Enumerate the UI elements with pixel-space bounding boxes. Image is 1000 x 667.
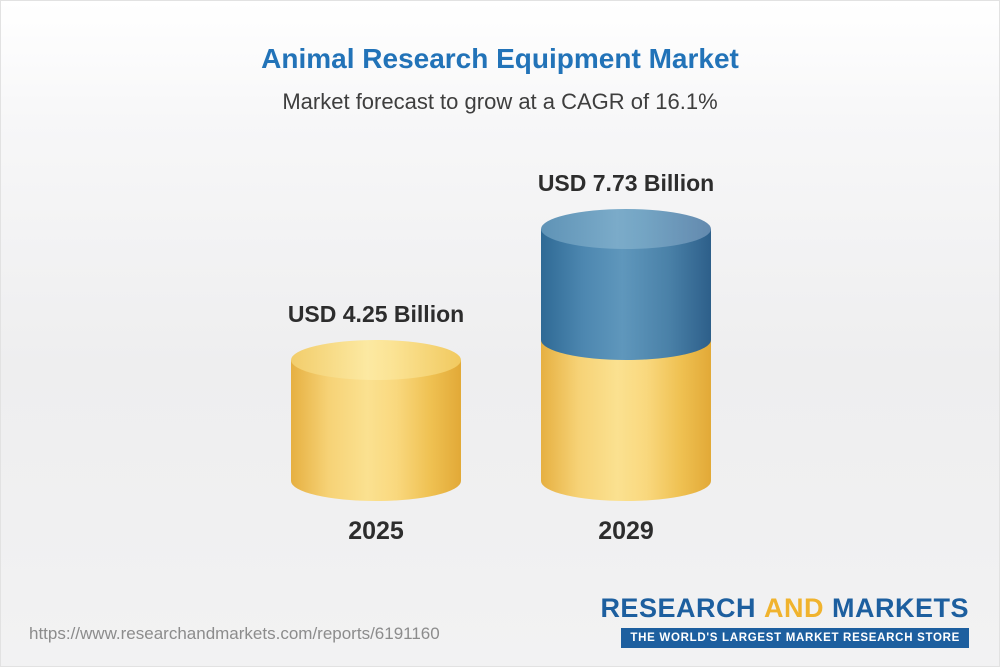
bar-2029-growth-segment <box>541 209 711 360</box>
logo-word-and: AND <box>763 593 824 623</box>
brand-logo-wordmark: RESEARCH AND MARKETS <box>600 593 969 624</box>
page-title: Animal Research Equipment Market <box>261 43 739 74</box>
bar-2029 <box>541 209 711 501</box>
bar-group-2029: USD 7.73 Billion 2029 <box>538 151 714 545</box>
value-label-2025: USD 4.25 Billion <box>287 301 465 327</box>
category-label-2029: 2029 <box>598 517 654 545</box>
brand-tagline: THE WORLD'S LARGEST MARKET RESEARCH STOR… <box>621 628 969 648</box>
bar-2025 <box>291 340 461 501</box>
value-label-2029: USD 7.73 Billion <box>537 170 715 196</box>
page-subtitle: Market forecast to grow at a CAGR of 16.… <box>282 89 718 114</box>
logo-word-research: RESEARCH <box>600 593 756 623</box>
logo-word-markets: MARKETS <box>832 593 969 623</box>
bar-2029-base-segment <box>541 340 711 501</box>
category-label-2025: 2025 <box>348 517 404 545</box>
bar-group-2025: USD 4.25 Billion 2025 <box>288 151 464 545</box>
bar-2029-top-cap <box>541 209 711 249</box>
bar-2029-growth-body <box>541 229 711 360</box>
bar-2025-top-cap <box>291 340 461 380</box>
bar-2025-body <box>291 360 461 501</box>
brand-logo: RESEARCH AND MARKETS THE WORLD'S LARGEST… <box>600 593 969 648</box>
report-url: https://www.researchandmarkets.com/repor… <box>29 624 440 643</box>
